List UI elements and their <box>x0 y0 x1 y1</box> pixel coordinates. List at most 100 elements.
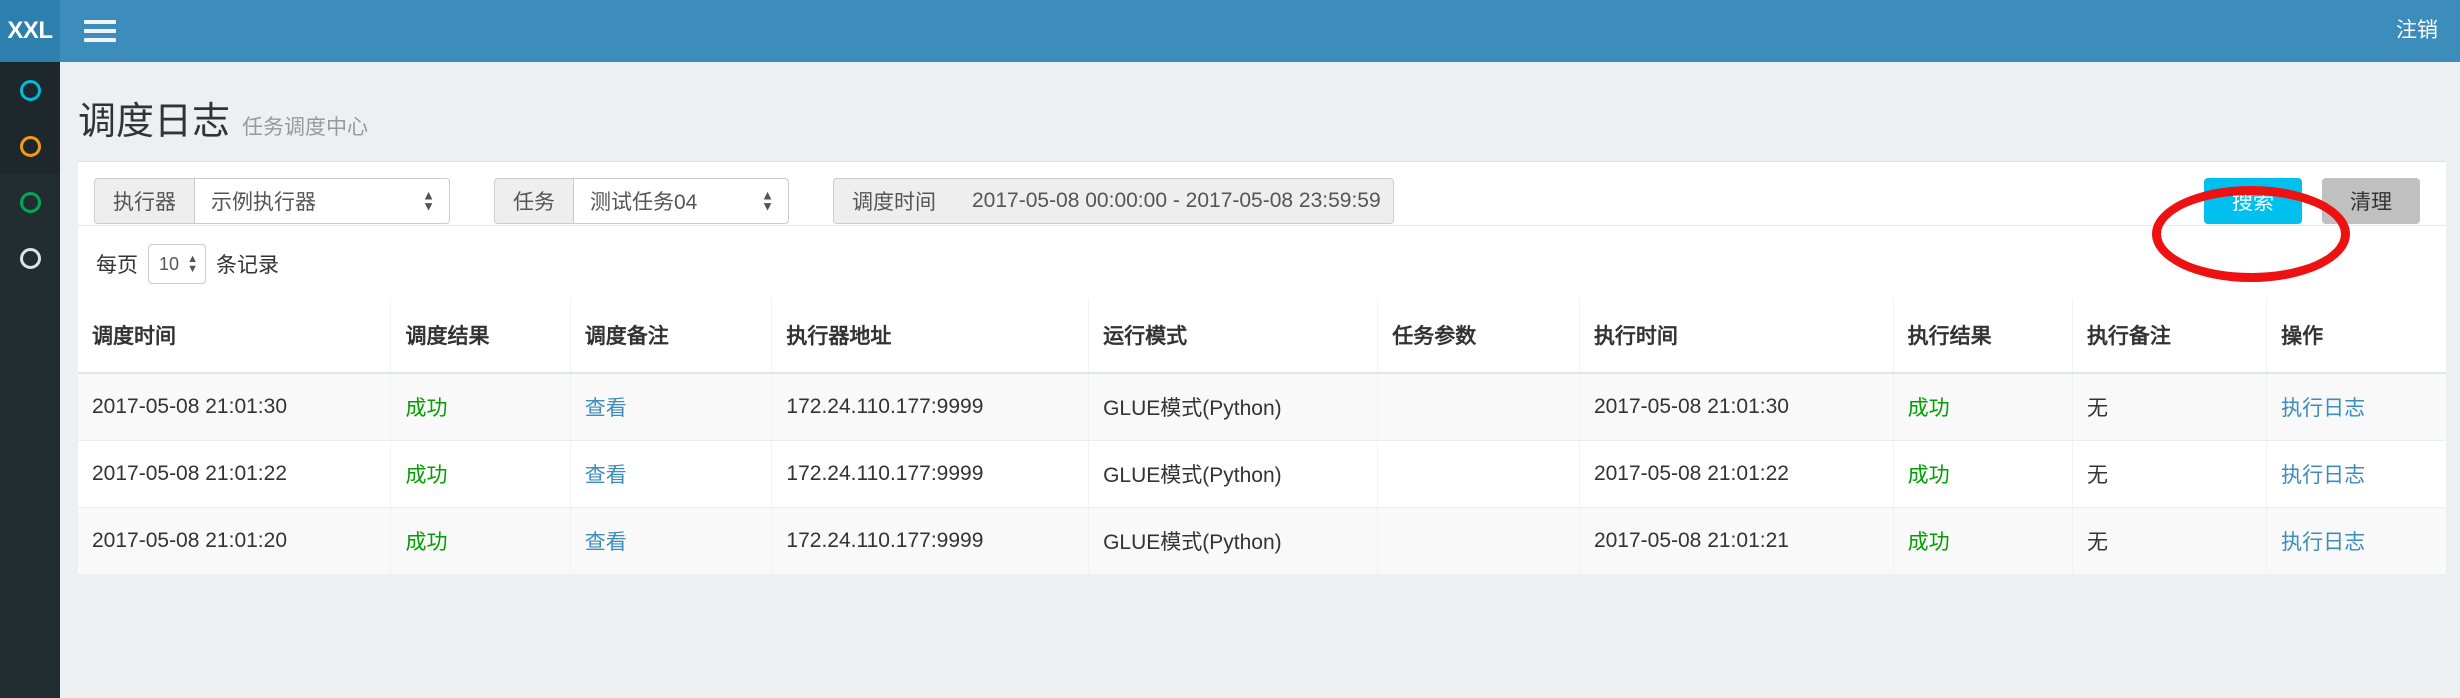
executor-value: 示例执行器 <box>211 191 316 214</box>
cell-exec-result: 成功 <box>1892 440 2073 508</box>
column-header[interactable]: 执行器地址 <box>771 298 1089 374</box>
cell-exec-time: 2017-05-08 21:01:22 <box>1578 440 1894 508</box>
circle-icon <box>19 79 41 101</box>
cell-exec-result-text: 成功 <box>1907 531 1950 554</box>
column-header[interactable]: 运行模式 <box>1088 298 1378 374</box>
executor-label: 执行器 <box>94 178 194 224</box>
page-subtitle: 任务调度中心 <box>242 116 369 139</box>
filter-buttons: 搜索 清理 <box>2204 178 2430 224</box>
cell-exec-remark-text: 无 <box>2086 397 2108 420</box>
column-header[interactable]: 调度备注 <box>569 298 772 374</box>
filter-row: 执行器 示例执行器 ▲ ▼ 任务 测试任务04 ▲ ▼ 调度时间 2017-05-0 <box>94 178 2430 224</box>
cell-schedule-remark-text[interactable]: 查看 <box>584 464 627 487</box>
executor-select[interactable]: 示例执行器 ▲ ▼ <box>194 178 450 224</box>
cell-exec-time-text: 2017-05-08 21:01:30 <box>1593 395 1789 418</box>
page-length-select[interactable]: 10 ▲ ▼ <box>148 244 206 284</box>
schedule-time-label: 调度时间 <box>833 178 954 224</box>
table-row: 2017-05-08 21:01:30 成功 查看 172.24.110.177:99… <box>78 373 2446 441</box>
cell-action-text[interactable]: 执行日志 <box>2281 397 2366 420</box>
cell-run-mode: GLUE模式(Python) <box>1088 440 1378 508</box>
cell-executor-address: 172.24.110.177:9999 <box>771 507 1089 575</box>
circle-icon <box>19 191 41 213</box>
table-body: 2017-05-08 21:01:30 成功 查看 172.24.110.177:99… <box>78 373 2446 575</box>
hamburger-icon[interactable] <box>77 16 123 46</box>
cell-action-text[interactable]: 执行日志 <box>2281 531 2366 554</box>
cell-schedule-time-text: 2017-05-08 21:01:30 <box>92 395 287 418</box>
cell-exec-result: 成功 <box>1892 373 2073 441</box>
content-area: 调度日志 任务调度中心 执行器 示例执行器 ▲ ▼ 任务 测试任务04 ▲ ▼ <box>60 62 2460 698</box>
cell-job-params <box>1377 440 1580 508</box>
cell-job-params <box>1377 373 1580 441</box>
table-panel: 每页 10 ▲ ▼ 条记录 调度时间 调度结果 调度备注 执行器地址 运行模式 任务参数 执行… <box>78 225 2446 575</box>
column-header[interactable]: 执行备注 <box>2071 298 2267 374</box>
logout-link[interactable]: 注销 <box>2396 19 2438 42</box>
cell-schedule-time-text: 2017-05-08 21:01:20 <box>92 529 287 552</box>
table-head: 调度时间 调度结果 调度备注 执行器地址 运行模式 任务参数 执行时间 执行结果 执行备注 操作 <box>78 298 2446 374</box>
clear-button[interactable]: 清理 <box>2322 178 2420 224</box>
column-header[interactable]: 操作 <box>2266 298 2446 374</box>
cell-schedule-time: 2017-05-08 21:01:22 <box>78 440 391 508</box>
cell-schedule-remark[interactable]: 查看 <box>569 373 772 441</box>
cell-exec-remark: 无 <box>2071 507 2267 575</box>
sidebar-item-3[interactable] <box>0 174 60 230</box>
page-title: 调度日志 <box>78 101 231 143</box>
sidebar-items <box>0 62 60 286</box>
job-select[interactable]: 测试任务04 ▲ ▼ <box>573 178 789 224</box>
hamburger-bar <box>84 38 116 42</box>
cell-schedule-remark-text[interactable]: 查看 <box>584 531 627 554</box>
executor-filter: 执行器 示例执行器 ▲ ▼ <box>94 178 450 224</box>
sidebar-item-1[interactable] <box>0 62 60 118</box>
cell-executor-address-text: 172.24.110.177:9999 <box>786 462 984 485</box>
spinner-icon: ▲ ▼ <box>187 252 198 275</box>
cell-run-mode: GLUE模式(Python) <box>1088 373 1378 441</box>
spinner-icon: ▲ ▼ <box>422 187 435 214</box>
job-value: 测试任务04 <box>590 191 698 214</box>
sidebar: XXL <box>0 0 60 698</box>
page-length-row: 每页 10 ▲ ▼ 条记录 <box>78 226 2446 298</box>
schedule-log-table: 调度时间 调度结果 调度备注 执行器地址 运行模式 任务参数 执行时间 执行结果 执行备注 操作 … <box>78 298 2446 575</box>
brand-logo[interactable]: XXL <box>0 0 60 62</box>
hamburger-bar <box>84 29 116 33</box>
cell-exec-remark-text: 无 <box>2086 464 2108 487</box>
cell-executor-address-text: 172.24.110.177:9999 <box>786 395 984 418</box>
cell-action[interactable]: 执行日志 <box>2266 507 2446 575</box>
cell-exec-time-text: 2017-05-08 21:01:22 <box>1593 462 1789 485</box>
cell-executor-address: 172.24.110.177:9999 <box>771 440 1089 508</box>
sidebar-item-4[interactable] <box>0 230 60 286</box>
column-header[interactable]: 调度时间 <box>78 298 391 374</box>
cell-schedule-time: 2017-05-08 21:01:20 <box>78 507 391 575</box>
schedule-time-filter: 调度时间 2017-05-08 00:00:00 - 2017-05-08 23… <box>833 178 1394 224</box>
cell-exec-result-text: 成功 <box>1907 464 1950 487</box>
job-label: 任务 <box>494 178 573 224</box>
cell-schedule-result: 成功 <box>390 507 571 575</box>
job-filter: 任务 测试任务04 ▲ ▼ <box>494 178 789 224</box>
filter-panel: 执行器 示例执行器 ▲ ▼ 任务 测试任务04 ▲ ▼ 调度时间 2017-05-0 <box>78 161 2446 225</box>
cell-exec-remark-text: 无 <box>2086 531 2108 554</box>
column-header[interactable]: 执行结果 <box>1892 298 2073 374</box>
cell-run-mode: GLUE模式(Python) <box>1088 507 1378 575</box>
sidebar-item-2[interactable] <box>0 118 60 174</box>
hamburger-bar <box>84 20 116 24</box>
cell-schedule-remark-text[interactable]: 查看 <box>584 397 627 420</box>
cell-action[interactable]: 执行日志 <box>2266 373 2446 441</box>
schedule-time-input[interactable]: 2017-05-08 00:00:00 - 2017-05-08 23:59:5… <box>954 178 1394 224</box>
cell-schedule-result-text: 成功 <box>405 464 448 487</box>
column-header[interactable]: 执行时间 <box>1578 298 1894 374</box>
cell-action-text[interactable]: 执行日志 <box>2281 464 2366 487</box>
cell-schedule-remark[interactable]: 查看 <box>569 507 772 575</box>
page-length-suffix: 条记录 <box>216 254 279 277</box>
cell-exec-remark: 无 <box>2071 373 2267 441</box>
table-row: 2017-05-08 21:01:20 成功 查看 172.24.110.177:99… <box>78 507 2446 575</box>
spinner-icon: ▲ ▼ <box>761 187 774 214</box>
cell-schedule-time-text: 2017-05-08 21:01:22 <box>92 462 287 485</box>
circle-icon <box>19 135 41 157</box>
cell-schedule-remark[interactable]: 查看 <box>569 440 772 508</box>
column-header[interactable]: 调度结果 <box>390 298 571 374</box>
column-header[interactable]: 任务参数 <box>1377 298 1580 374</box>
table-row: 2017-05-08 21:01:22 成功 查看 172.24.110.177:99… <box>78 440 2446 508</box>
search-button[interactable]: 搜索 <box>2204 178 2302 224</box>
cell-schedule-result: 成功 <box>390 440 571 508</box>
cell-action[interactable]: 执行日志 <box>2266 440 2446 508</box>
cell-exec-time: 2017-05-08 21:01:30 <box>1578 373 1894 441</box>
cell-exec-result: 成功 <box>1892 507 2073 575</box>
